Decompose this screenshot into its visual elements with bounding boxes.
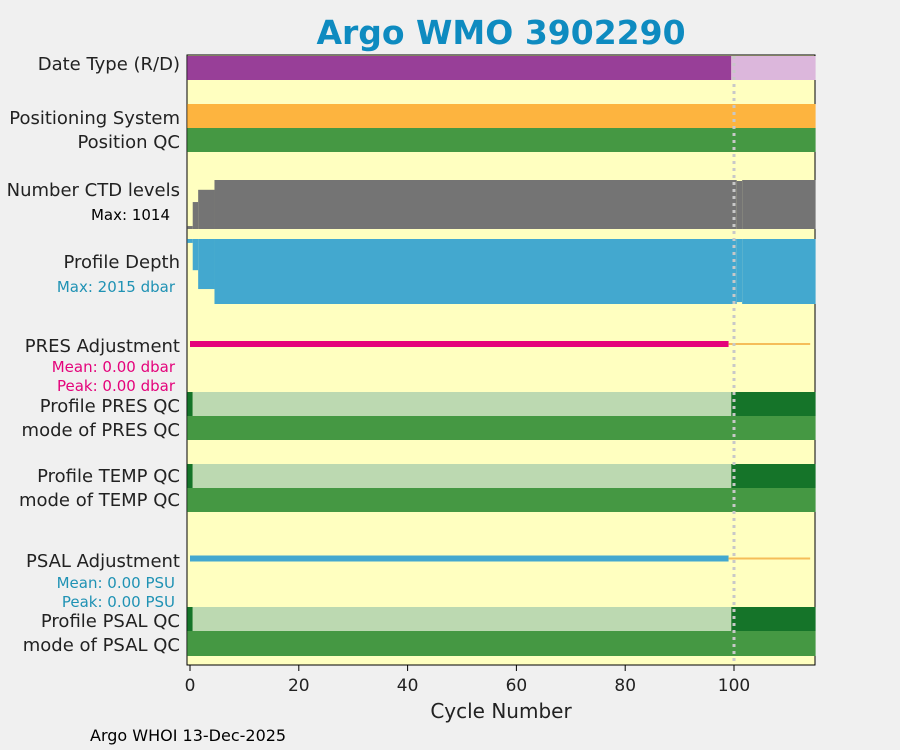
chart-row-12-label: mode of PSAL QC bbox=[23, 635, 180, 656]
chart-row-3-step-4 bbox=[736, 180, 743, 229]
chart-title: Argo WMO 3902290 bbox=[316, 13, 685, 52]
chart-row-4-step-3 bbox=[214, 239, 737, 304]
chart-row-11-segment-2 bbox=[731, 607, 816, 631]
chart-row-11-segment-1 bbox=[192, 607, 732, 631]
chart-row-3-step-3 bbox=[214, 180, 737, 229]
chart-row-4-step-2 bbox=[198, 239, 215, 290]
footer-credit: Argo WHOI 13-Dec-2025 bbox=[90, 726, 286, 745]
x-tick-label-3: 60 bbox=[506, 676, 528, 696]
chart-row-7-segment-0 bbox=[187, 416, 816, 440]
chart-row-3-step-2 bbox=[198, 189, 215, 229]
chart-row-5-note: Mean: 0.00 dbar bbox=[52, 358, 176, 376]
chart-row-0-segment-0 bbox=[187, 56, 732, 80]
chart-row-8-segment-0 bbox=[187, 464, 193, 488]
chart-row-5-note2: Peak: 0.00 dbar bbox=[57, 377, 176, 395]
chart-row-3-step-5 bbox=[742, 180, 816, 229]
chart-row-6-label: Profile PRES QC bbox=[40, 396, 180, 417]
chart-row-2-segment-0 bbox=[187, 128, 816, 152]
chart-row-4-step-1 bbox=[192, 239, 199, 271]
chart-row-4-step-4 bbox=[736, 239, 743, 303]
chart-row-0-segment-1 bbox=[731, 56, 816, 80]
chart-row-8-segment-1 bbox=[192, 464, 732, 488]
chart-row-4-label: Profile Depth bbox=[63, 252, 180, 273]
x-tick-label-4: 80 bbox=[614, 676, 636, 696]
chart-row-11-label: Profile PSAL QC bbox=[41, 611, 180, 632]
chart-row-5-label: PRES Adjustment bbox=[25, 336, 180, 357]
chart-row-10-note: Mean: 0.00 PSU bbox=[57, 574, 175, 592]
chart-row-6-segment-0 bbox=[187, 392, 193, 416]
chart-row-4-note: Max: 2015 dbar bbox=[57, 278, 176, 296]
chart-row-10-label: PSAL Adjustment bbox=[26, 551, 180, 572]
chart-row-7-label: mode of PRES QC bbox=[22, 420, 180, 441]
plot-area bbox=[186, 54, 816, 666]
chart-row-10-note2: Peak: 0.00 PSU bbox=[62, 593, 175, 611]
chart-row-8-segment-2 bbox=[731, 464, 816, 488]
x-axis-label: Cycle Number bbox=[430, 699, 572, 723]
x-tick-label-0: 0 bbox=[185, 676, 196, 696]
chart-row-2-label: Position QC bbox=[77, 132, 180, 153]
chart-row-12-segment-0 bbox=[187, 631, 816, 656]
chart-row-8-label: Profile TEMP QC bbox=[37, 466, 180, 487]
chart-row-3-label: Number CTD levels bbox=[7, 180, 180, 201]
chart-row-6-segment-1 bbox=[192, 392, 732, 416]
chart-row-9-segment-0 bbox=[187, 488, 816, 512]
chart-row-4-step-5 bbox=[742, 239, 816, 304]
chart-row-3-step-1 bbox=[192, 202, 199, 229]
chart-row-11-segment-0 bbox=[187, 607, 193, 631]
x-tick-label-1: 20 bbox=[288, 676, 310, 696]
chart-row-6-segment-2 bbox=[731, 392, 816, 416]
x-tick-label-5: 100 bbox=[718, 676, 750, 696]
chart-row-9-label: mode of TEMP QC bbox=[19, 490, 180, 511]
chart-row-4-step-0 bbox=[187, 239, 193, 243]
chart-row-1-label: Positioning System bbox=[9, 108, 180, 129]
chart-row-3-note: Max: 1014 bbox=[91, 206, 170, 224]
chart-row-3-step-0 bbox=[187, 226, 193, 229]
x-tick-label-2: 40 bbox=[397, 676, 419, 696]
chart-row-0-label: Date Type (R/D) bbox=[38, 54, 180, 75]
chart-row-1-segment-0 bbox=[187, 104, 816, 128]
